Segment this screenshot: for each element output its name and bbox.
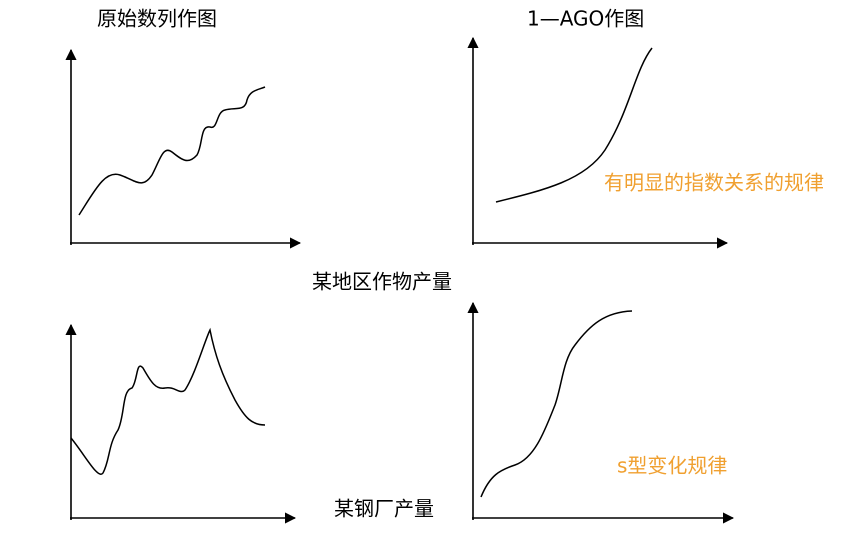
- panel-caption: 某钢厂产量: [334, 497, 434, 521]
- curve: [78, 86, 266, 216]
- annotation: s型变化规律: [617, 454, 727, 478]
- panel-title: 原始数列作图: [97, 7, 217, 31]
- curve: [70, 327, 266, 475]
- panel-caption: 某地区作物产量: [312, 270, 452, 294]
- curve: [495, 47, 653, 203]
- annotation: 有明显的指数关系的规律: [604, 171, 824, 195]
- curve: [480, 310, 633, 498]
- panel-title: 1—AGO作图: [527, 7, 644, 31]
